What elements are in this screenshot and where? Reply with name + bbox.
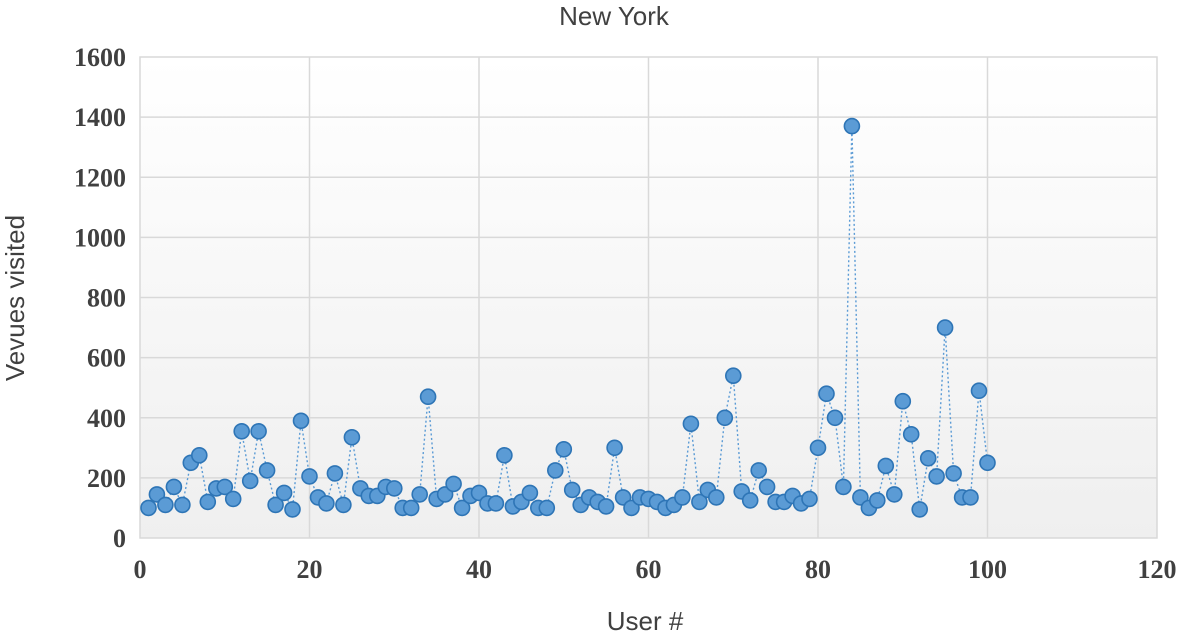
data-point <box>411 486 429 503</box>
data-point <box>292 412 310 430</box>
chart-title: New York <box>559 1 670 31</box>
data-point <box>936 319 954 336</box>
data-point <box>682 415 700 433</box>
data-point <box>453 499 471 517</box>
x-tick-label: 20 <box>297 555 323 584</box>
data-point <box>843 117 861 135</box>
data-point <box>563 481 581 499</box>
data-point <box>818 385 835 403</box>
data-point <box>233 422 250 440</box>
data-point <box>216 478 234 496</box>
x-tick-label: 80 <box>805 555 831 584</box>
data-point <box>716 409 734 427</box>
data-point <box>606 439 623 457</box>
y-tick-label: 1400 <box>74 103 126 132</box>
data-point <box>165 478 183 496</box>
data-point <box>267 496 284 514</box>
data-point <box>919 449 937 467</box>
data-point <box>521 484 539 502</box>
data-point <box>343 428 361 446</box>
data-point <box>174 496 191 514</box>
data-point <box>758 478 776 496</box>
data-point <box>724 367 742 385</box>
data-point <box>284 501 301 518</box>
data-point <box>741 492 759 509</box>
data-point <box>750 462 768 479</box>
data-point <box>301 468 318 485</box>
data-point <box>911 501 929 518</box>
data-point <box>894 392 912 410</box>
data-point <box>224 490 242 508</box>
x-tick-label: 40 <box>466 555 492 584</box>
data-point <box>445 475 462 493</box>
data-point <box>885 486 903 503</box>
data-point <box>945 465 962 482</box>
data-points <box>140 117 996 518</box>
y-tick-label: 600 <box>87 344 126 373</box>
data-point <box>538 499 556 517</box>
data-point <box>970 382 988 400</box>
data-point <box>868 492 886 509</box>
data-point <box>674 489 691 506</box>
x-tick-label: 60 <box>636 555 662 584</box>
x-tick-label: 100 <box>968 555 1007 584</box>
data-point <box>199 493 217 511</box>
data-point <box>241 472 259 490</box>
data-point <box>258 462 276 479</box>
y-tick-label: 1200 <box>74 163 126 192</box>
x-tick-label: 120 <box>1138 555 1177 584</box>
data-point <box>555 440 573 458</box>
y-tick-label: 400 <box>87 404 126 433</box>
data-point <box>902 425 920 443</box>
data-point <box>419 388 437 406</box>
data-point <box>250 422 267 440</box>
data-point <box>275 484 293 502</box>
data-point <box>385 480 403 497</box>
data-point <box>487 495 505 512</box>
data-point <box>928 468 945 485</box>
y-tick-label: 1000 <box>74 223 126 252</box>
data-point <box>402 499 420 517</box>
data-point <box>140 499 157 517</box>
x-tick-label: 0 <box>134 555 147 584</box>
tick-labels: 0 200 400 600 800 1000 1200 1400 1600 0 20 40 60 80 10… <box>74 43 1177 584</box>
data-point <box>326 465 344 482</box>
data-point <box>546 462 564 479</box>
data-point <box>835 478 852 496</box>
data-point <box>318 495 335 512</box>
data-point <box>809 439 827 457</box>
data-point <box>826 409 844 427</box>
data-point <box>877 457 895 475</box>
x-axis-label: User # <box>607 606 684 636</box>
y-tick-label: 0 <box>113 524 126 553</box>
data-point <box>962 489 979 506</box>
y-axis-label: Vevues visited <box>0 215 30 381</box>
y-tick-label: 200 <box>87 464 126 493</box>
data-point <box>157 496 174 514</box>
data-point <box>335 496 352 514</box>
data-point <box>707 489 725 506</box>
y-tick-label: 800 <box>87 284 126 313</box>
data-point <box>691 493 708 511</box>
data-point <box>979 454 996 472</box>
data-point <box>597 498 615 515</box>
data-point <box>496 446 513 464</box>
y-tick-label: 1600 <box>74 43 126 72</box>
series-connector-line <box>147 126 989 512</box>
data-point <box>801 490 818 508</box>
data-point <box>191 446 208 464</box>
